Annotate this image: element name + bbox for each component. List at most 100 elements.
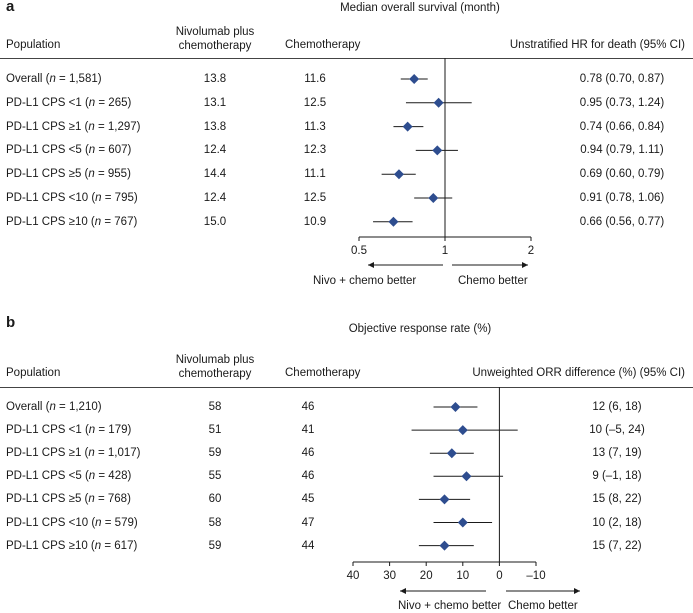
- population-label: PD-L1 CPS ≥10 (n = 767): [6, 215, 138, 228]
- x-tick-label: 2: [528, 245, 534, 257]
- panel-b-chemo-header: Chemotherapy: [285, 367, 361, 379]
- nivo-value: 60: [208, 493, 222, 506]
- x-tick-label: 0: [496, 570, 502, 582]
- right-arrow-head: [574, 588, 580, 594]
- nivo-value: 51: [208, 424, 222, 437]
- panel-b-nivo-header-1: Nivolumab plus: [175, 354, 255, 366]
- effect-ci-value: 15 (7, 22): [592, 539, 642, 552]
- x-tick-label: 20: [420, 570, 433, 582]
- effect-ci-value: 0.69 (0.60, 0.79): [579, 168, 665, 181]
- chemo-value: 41: [301, 424, 315, 437]
- chemo-value: 12.3: [303, 144, 327, 157]
- estimate-marker: [393, 169, 404, 180]
- estimate-marker: [457, 517, 468, 528]
- estimate-marker: [450, 402, 461, 412]
- panel-b-label: b: [6, 314, 16, 331]
- nivo-value: 13.8: [203, 73, 227, 85]
- chemo-value: 11.6: [304, 73, 326, 85]
- population-label: Overall (n = 1,581): [6, 73, 102, 85]
- effect-ci-value: 0.74 (0.66, 0.84): [579, 120, 665, 133]
- panel-a-title: Median overall survival (month): [340, 2, 500, 14]
- left-arrow-head: [368, 262, 374, 268]
- chemo-value: 10.9: [303, 215, 327, 228]
- x-tick-label: 10: [456, 570, 469, 582]
- panel-b-left-label: Nivo + chemo better: [398, 600, 502, 612]
- nivo-value: 58: [208, 516, 222, 529]
- chemo-value: 46: [301, 470, 315, 483]
- effect-ci-value: 0.91 (0.78, 1.06): [579, 192, 665, 204]
- effect-ci-value: 0.94 (0.79, 1.11): [580, 144, 664, 157]
- population-label: PD-L1 CPS ≥10 (n = 617): [6, 539, 138, 552]
- nivo-value: 13.1: [203, 96, 227, 109]
- panel-b-nivo-header-2: chemotherapy: [178, 368, 252, 380]
- nivo-value: 59: [208, 539, 222, 552]
- nivo-value: 55: [208, 470, 222, 483]
- effect-ci-value: 10 (2, 18): [592, 516, 642, 529]
- effect-ci-value: 12 (6, 18): [592, 401, 642, 413]
- population-label: PD-L1 CPS ≥1 (n = 1,297): [6, 120, 141, 133]
- chemo-value: 44: [301, 539, 315, 552]
- population-label: PD-L1 CPS ≥5 (n = 768): [6, 493, 131, 506]
- nivo-value: 15.0: [203, 215, 227, 228]
- population-label: PD-L1 CPS <10 (n = 579): [6, 516, 138, 529]
- chemo-value: 12.5: [303, 192, 327, 204]
- panel-a-nivo-header-2: chemotherapy: [178, 40, 252, 52]
- x-tick-label: 40: [347, 570, 360, 582]
- population-label: PD-L1 CPS ≥5 (n = 955): [6, 168, 131, 181]
- right-arrow-head: [522, 262, 528, 268]
- effect-ci-value: 9 (–1, 18): [592, 470, 642, 483]
- population-label: Overall (n = 1,210): [6, 401, 102, 413]
- nivo-value: 14.4: [203, 168, 227, 181]
- population-label: PD-L1 CPS <1 (n = 179): [6, 424, 132, 437]
- panel-a-effect-header: Unstratified HR for death (95% CI): [509, 39, 685, 51]
- population-label: PD-L1 CPS ≥1 (n = 1,017): [6, 447, 141, 460]
- chemo-value: 47: [301, 516, 315, 529]
- chemo-value: 46: [301, 447, 315, 460]
- estimate-marker: [439, 494, 450, 505]
- estimate-marker: [428, 193, 439, 203]
- estimate-marker: [388, 216, 399, 227]
- panel-a-population-header: Population: [6, 39, 61, 51]
- nivo-value: 59: [208, 447, 222, 460]
- panel-b-right-label: Chemo better: [508, 600, 578, 612]
- panel-a-header-divider: [0, 58, 693, 59]
- estimate-marker: [439, 540, 450, 551]
- panel-b-population-header: Population: [6, 367, 61, 379]
- effect-ci-value: 13 (7, 19): [592, 447, 642, 460]
- panel-a-nivo-header-1: Nivolumab plus: [175, 26, 255, 38]
- nivo-value: 12.4: [203, 144, 227, 157]
- population-label: PD-L1 CPS <5 (n = 607): [6, 144, 132, 157]
- nivo-value: 12.4: [203, 192, 227, 204]
- nivo-value: 13.8: [203, 120, 227, 133]
- x-tick-label: 1: [442, 245, 448, 257]
- chemo-value: 11.3: [304, 120, 326, 133]
- population-label: PD-L1 CPS <1 (n = 265): [6, 96, 132, 109]
- effect-ci-value: 0.66 (0.56, 0.77): [579, 215, 665, 228]
- panel-b-header-divider: [0, 387, 693, 388]
- panel-a-right-label: Chemo better: [458, 275, 528, 287]
- estimate-marker: [432, 145, 443, 156]
- x-tick-label: 0.5: [351, 245, 367, 257]
- estimate-marker: [457, 425, 468, 436]
- nivo-value: 58: [208, 401, 222, 413]
- chemo-value: 46: [301, 401, 315, 413]
- panel-b-effect-header: Unweighted ORR difference (%) (95% CI): [472, 367, 685, 379]
- x-tick-label: 30: [383, 570, 396, 582]
- estimate-marker: [409, 74, 420, 84]
- panel-a-chemo-header: Chemotherapy: [285, 39, 361, 51]
- panel-a-left-label: Nivo + chemo better: [313, 275, 417, 287]
- estimate-marker: [461, 471, 472, 482]
- chemo-value: 45: [301, 493, 315, 506]
- population-label: PD-L1 CPS <10 (n = 795): [6, 192, 138, 204]
- panel-b-title: Objective response rate (%): [348, 323, 492, 335]
- panel-a-label: a: [6, 0, 15, 15]
- left-arrow-head: [400, 588, 406, 594]
- effect-ci-value: 0.95 (0.73, 1.24): [579, 96, 665, 109]
- estimate-marker: [433, 97, 444, 108]
- chemo-value: 11.1: [304, 168, 326, 181]
- x-tick-label: –10: [526, 570, 545, 582]
- estimate-marker: [446, 448, 457, 459]
- population-label: PD-L1 CPS <5 (n = 428): [6, 470, 132, 483]
- effect-ci-value: 0.78 (0.70, 0.87): [579, 73, 665, 85]
